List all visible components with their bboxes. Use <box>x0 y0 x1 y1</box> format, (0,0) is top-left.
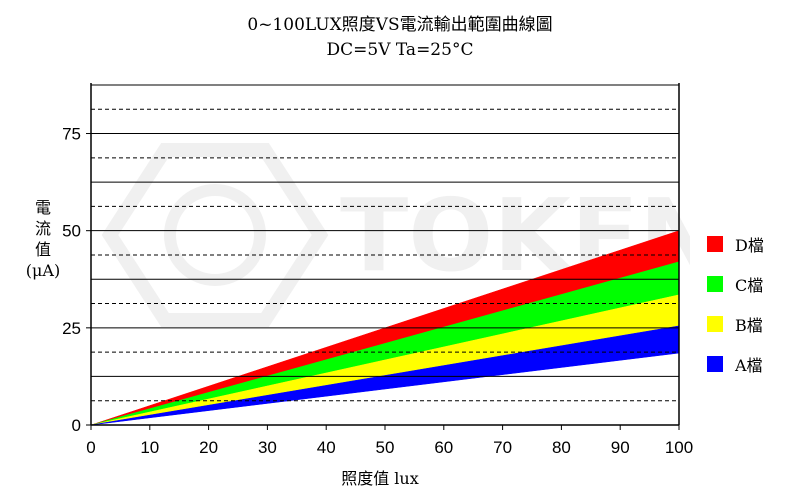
legend-item-c: C檔 <box>707 264 797 304</box>
y-axis-label-line: (μA) <box>25 261 61 280</box>
legend-swatch-a <box>707 356 723 372</box>
legend: D檔 C檔 B檔 A檔 <box>707 224 797 384</box>
legend-label-a: A檔 <box>735 356 763 375</box>
legend-swatch-b <box>707 316 723 332</box>
legend-item-a: A檔 <box>707 344 797 384</box>
y-tick-label: 25 <box>62 319 81 338</box>
x-tick-label: 80 <box>552 438 571 457</box>
x-tick-label: 90 <box>611 438 630 457</box>
x-tick-label: 0 <box>86 438 95 457</box>
y-tick-label: 0 <box>72 416 81 435</box>
legend-swatch-d <box>707 236 723 252</box>
y-axis-label-line: 電 <box>34 198 51 217</box>
y-tick-label: 75 <box>62 125 81 144</box>
chart-subtitle: DC=5V Ta=25°C <box>326 40 474 60</box>
x-tick-label: 60 <box>434 438 453 457</box>
legend-label-b: B檔 <box>735 316 763 335</box>
legend-item-d: D檔 <box>707 224 797 264</box>
x-tick-label: 10 <box>140 438 159 457</box>
x-tick-label: 100 <box>665 438 693 457</box>
y-axis-label: 電 流 值 (μA) <box>20 197 66 281</box>
x-axis-label: 照度值 lux <box>341 469 419 488</box>
x-tick-label: 50 <box>376 438 395 457</box>
x-tick-label: 70 <box>493 438 512 457</box>
legend-label-d: D檔 <box>735 236 764 255</box>
legend-label-c: C檔 <box>735 276 764 295</box>
x-tick-label: 20 <box>199 438 218 457</box>
y-tick-label: 50 <box>62 222 81 241</box>
chart-title: 0~100LUX照度VS電流輸出範圍曲線圖 <box>247 15 553 35</box>
y-axis-label-line: 值 <box>34 240 51 259</box>
legend-item-b: B檔 <box>707 304 797 344</box>
x-tick-label: 40 <box>317 438 336 457</box>
legend-swatch-c <box>707 276 723 292</box>
y-axis-label-line: 流 <box>34 219 51 238</box>
x-tick-label: 30 <box>258 438 277 457</box>
